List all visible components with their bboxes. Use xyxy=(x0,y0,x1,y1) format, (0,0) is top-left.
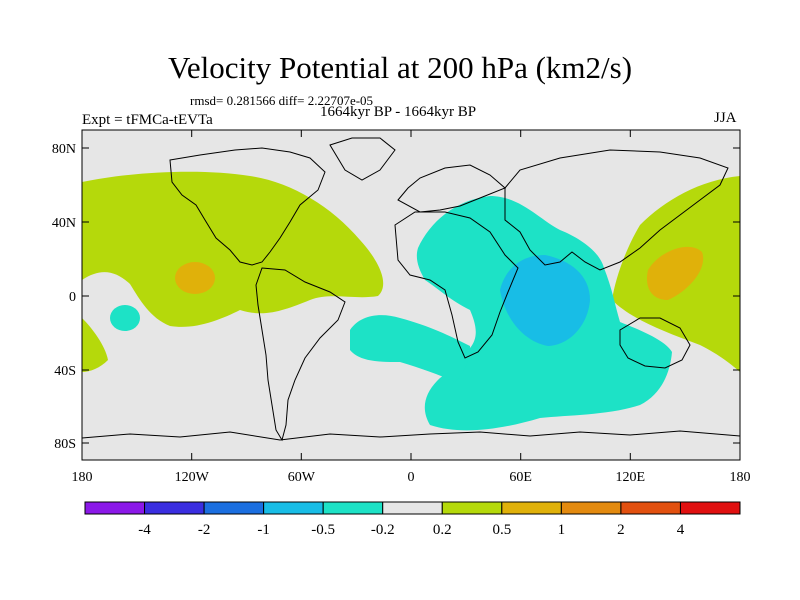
colorbar-box xyxy=(203,501,265,515)
coastline-greenland xyxy=(329,137,396,181)
negative-region-east-pacific-small xyxy=(110,305,140,331)
coastline-north-america xyxy=(169,147,326,266)
colorbar-label: 1 xyxy=(558,522,566,538)
coastline-antarctica xyxy=(82,430,740,441)
positive-peak-pacific xyxy=(175,262,215,294)
x-tick-label: 180 xyxy=(72,470,93,485)
x-tick-label: 60E xyxy=(509,470,532,485)
period-label: 1664kyr BP - 1664kyr BP xyxy=(320,104,477,120)
colorbar-box xyxy=(560,501,622,515)
colorbar-box xyxy=(84,501,146,515)
colorbar-label: 0.2 xyxy=(433,522,452,538)
season-label: JJA xyxy=(714,110,737,126)
coastline-europe xyxy=(397,164,506,213)
stats-text: rmsd= 0.281566 diff= 2.22707e-05 xyxy=(190,93,374,108)
colorbar-label: 2 xyxy=(617,522,625,538)
positive-peak-west-pacific xyxy=(646,246,704,300)
coastline-australia xyxy=(619,317,691,369)
colorbar-label: -0.2 xyxy=(371,522,395,538)
colorbar-box xyxy=(382,501,443,515)
y-axis: 80N 40N 0 40S 80S xyxy=(52,142,740,452)
colorbar-box xyxy=(144,501,205,515)
x-tick-label: 0 xyxy=(408,470,415,485)
colorbar-label: 0.5 xyxy=(492,522,511,538)
y-tick-label: 80S xyxy=(54,437,76,452)
coastline-asia xyxy=(504,149,729,271)
coastlines xyxy=(82,137,740,442)
positive-region-east-pacific-edge xyxy=(82,318,108,372)
colorbar-box xyxy=(263,501,324,515)
coastline-africa xyxy=(394,211,519,359)
y-tick-label: 0 xyxy=(69,290,76,305)
experiment-label: Expt = tFMCa-tEVTa xyxy=(82,112,213,128)
coastline-south-america xyxy=(255,267,346,442)
colorbar-label: -1 xyxy=(257,522,270,538)
positive-region-americas xyxy=(82,171,384,327)
colorbar-label: 4 xyxy=(677,522,685,538)
colorbar-label: -0.5 xyxy=(311,522,335,538)
negative-core-indian-ocean xyxy=(500,255,590,346)
y-tick-label: 80N xyxy=(52,142,76,157)
colorbar-box xyxy=(620,501,681,515)
colorbar-box xyxy=(441,501,503,515)
colorbar-label: -4 xyxy=(138,522,151,538)
y-tick-label: 40S xyxy=(54,364,76,379)
colorbar-box xyxy=(679,501,741,515)
x-tick-label: 120E xyxy=(616,470,646,485)
colorbar-label: -2 xyxy=(198,522,211,538)
x-tick-label: 60W xyxy=(288,470,316,485)
colorbar-box xyxy=(501,501,562,515)
negative-region-south-atlantic xyxy=(350,315,470,382)
map-title: Velocity Potential at 200 hPa (km2/s) xyxy=(167,50,633,85)
y-tick-label: 40N xyxy=(52,216,76,231)
colorbar-box xyxy=(322,501,384,515)
x-tick-label: 180 xyxy=(730,470,751,485)
x-tick-label: 120W xyxy=(175,470,210,485)
x-axis: 180 120W 60W 0 60E 120E 180 xyxy=(72,130,751,485)
